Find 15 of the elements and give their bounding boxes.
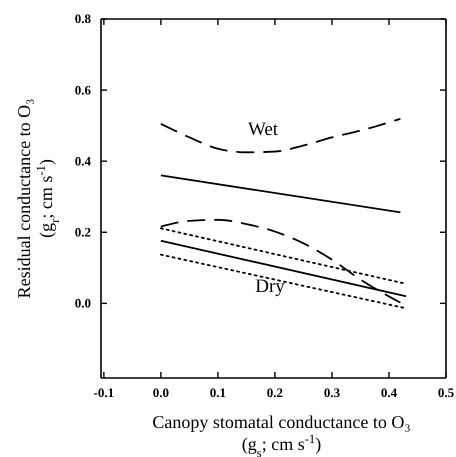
x-tick-label: 0.1 [210,385,226,400]
y-tick-label: 0.4 [74,153,92,168]
x-axis-title: Canopy stomatal conductance to O₃ (g$_{s}$; cm s$^{-1}$) [152,412,411,457]
annotation: Wet [248,119,279,140]
annotation: Dry [255,276,286,297]
x-tick-label: 0.3 [324,385,341,400]
y-tick-label: 0.0 [74,296,91,311]
x-tick-label: 0.2 [266,385,284,400]
x-tick-label: -0.1 [94,385,114,400]
y-tick-label: 0.6 [74,82,92,98]
y-tick-label: 0.2 [74,224,91,240]
y-tick-label: 0.8 [74,11,92,26]
x-tick-label: 0.5 [438,385,455,400]
x-tick-label: 0.0 [152,385,169,400]
x-tick-label: 0.4 [380,385,398,400]
